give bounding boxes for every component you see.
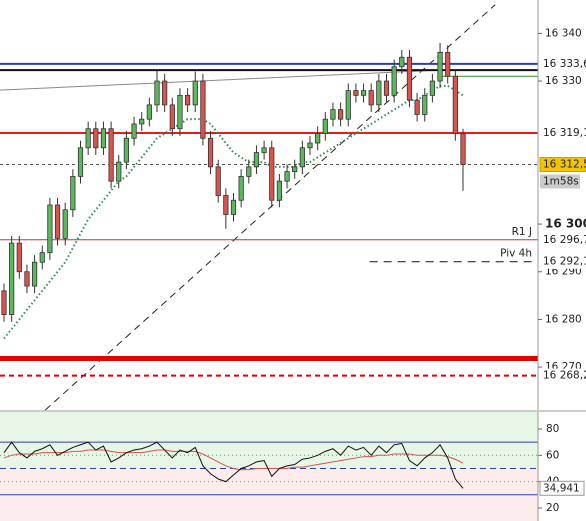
candle-body <box>253 152 260 168</box>
level-label: 16 333,6 <box>543 58 586 70</box>
level-label-box <box>540 254 586 269</box>
candle-body <box>345 90 351 120</box>
trend-line <box>44 4 496 411</box>
level-label-box <box>540 368 586 383</box>
level-label: 16 268,2 <box>543 370 586 382</box>
value-label-box <box>539 480 585 496</box>
candle-body <box>238 175 244 201</box>
y-tick-label: 16 280 <box>545 313 582 325</box>
candle-body <box>391 66 397 96</box>
candle-body <box>368 90 374 106</box>
candle-body <box>85 128 91 149</box>
candle-body <box>116 161 122 182</box>
candle-body <box>9 242 15 316</box>
y-tick-label: 60 <box>546 449 559 461</box>
countdown-box <box>540 174 580 189</box>
candle-body <box>230 199 237 215</box>
indicator-line <box>3 441 464 489</box>
level-label-box <box>540 232 586 247</box>
candle-body <box>131 123 137 139</box>
candle-body <box>108 128 114 182</box>
y-tick-label: 20 <box>546 502 559 514</box>
candle-body <box>429 80 436 96</box>
candle-body <box>445 52 451 77</box>
trend-line <box>0 69 441 91</box>
candle-body <box>123 137 129 163</box>
level-label: 16 312,5 <box>543 158 586 170</box>
countdown: 1m58s <box>543 175 579 187</box>
candle-body <box>460 133 466 165</box>
candle-body <box>77 147 84 177</box>
candle-body <box>162 80 168 106</box>
candle-body <box>70 175 76 211</box>
candle-body <box>322 118 328 134</box>
candle-body <box>146 104 152 120</box>
candle-body <box>184 94 191 106</box>
level-label: 16 319,1 <box>543 127 586 139</box>
candle-body <box>177 94 183 130</box>
candle-body <box>54 204 61 239</box>
level-note: Piv 4h <box>500 248 532 260</box>
candle-body <box>62 209 68 239</box>
candle-body <box>16 242 22 273</box>
candle-body <box>383 80 390 96</box>
indicator-line <box>3 449 464 471</box>
candle-body <box>24 271 30 287</box>
candle-body <box>276 180 283 201</box>
candle-body <box>223 195 229 215</box>
candle-body <box>215 166 221 196</box>
candle-body <box>154 80 160 106</box>
candle-body <box>422 94 428 115</box>
candle-body <box>353 90 359 96</box>
candle-body <box>93 128 99 149</box>
y-tick-label: 16 330 <box>545 75 582 87</box>
candle-body <box>246 166 252 177</box>
candle-body <box>207 137 214 168</box>
candle-body <box>39 252 45 263</box>
value-label: 34,941 <box>543 482 580 494</box>
candle-body <box>406 56 413 101</box>
candle-body <box>284 171 290 182</box>
candle-body <box>47 204 53 254</box>
candle-body <box>292 166 298 173</box>
y-tick-label: 80 <box>546 423 559 435</box>
candle-body <box>376 80 382 106</box>
y-tick-label: 16 300 <box>545 217 586 231</box>
candle-body <box>139 118 145 125</box>
candle-body <box>452 75 458 134</box>
level-label-box <box>539 156 586 172</box>
candle-body <box>200 80 206 139</box>
level-label-box <box>540 126 586 141</box>
candle-body <box>399 56 405 68</box>
candle-body <box>269 147 275 201</box>
candle-body <box>192 80 198 106</box>
candle-body <box>330 109 336 120</box>
candle-body <box>307 142 313 149</box>
candle-body <box>100 128 107 149</box>
candle-body <box>299 147 305 168</box>
level-note: R1 J <box>512 226 532 238</box>
level-label: 16 292,1 <box>543 256 586 268</box>
candle-body <box>360 90 367 96</box>
y-tick-label: 16 290 <box>545 266 582 278</box>
level-label: 16 296,7 <box>543 234 586 246</box>
candle-body <box>437 52 443 82</box>
candle-body <box>414 99 420 115</box>
candle-body <box>169 104 175 130</box>
candle-body <box>337 109 344 120</box>
candle-body <box>315 133 321 144</box>
axis-background <box>538 412 586 521</box>
candle-body <box>261 147 267 153</box>
candle-body <box>32 261 38 287</box>
candle-body <box>1 290 7 316</box>
y-tick-label: 16 340 <box>545 27 582 39</box>
level-label-box <box>540 56 586 71</box>
